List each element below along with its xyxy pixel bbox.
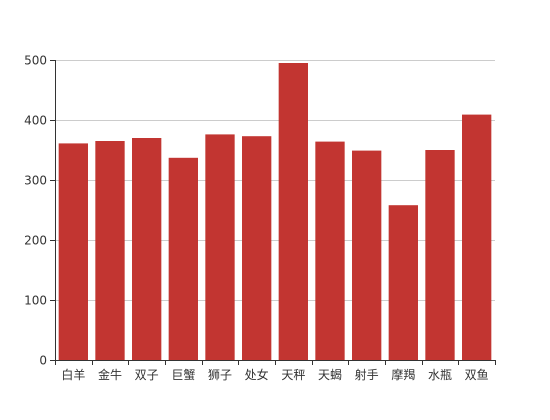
bar-1[interactable] (95, 141, 125, 360)
grid-lines (55, 60, 495, 301)
y-tick-label: 0 (39, 354, 47, 368)
bars (58, 63, 492, 360)
bar-3[interactable] (168, 157, 198, 360)
x-axis: 白羊 金牛 双子 巨蟹 狮子 处女 天秤 天蝎 射手 摩羯 水瓶 双鱼 (55, 360, 496, 382)
y-axis: 0 100 200 300 400 500 (24, 54, 56, 368)
x-tick-label: 摩羯 (391, 367, 415, 382)
y-tick-label: 300 (24, 174, 47, 188)
bar-0[interactable] (58, 143, 88, 360)
bar-2[interactable] (132, 138, 162, 360)
bar-8[interactable] (352, 150, 382, 360)
x-tick-label: 狮子 (208, 368, 232, 382)
y-tick-label: 400 (24, 114, 47, 128)
y-tick-label: 500 (24, 54, 47, 68)
bar-9[interactable] (388, 205, 418, 360)
x-tick-label: 巨蟹 (171, 367, 195, 382)
bar-10[interactable] (425, 150, 455, 360)
bar-11[interactable] (462, 114, 492, 360)
x-tick-label: 射手 (355, 367, 379, 382)
x-tick-label: 天秤 (281, 368, 305, 382)
y-tick-label: 200 (24, 234, 47, 248)
x-tick-label: 处女 (245, 367, 269, 382)
x-tick-label: 金牛 (98, 367, 122, 382)
x-tick-label: 双鱼 (465, 368, 489, 382)
bar-6[interactable] (278, 63, 308, 360)
bar-7[interactable] (315, 141, 345, 360)
bar-4[interactable] (205, 134, 235, 360)
x-tick-label: 白羊 (61, 367, 85, 382)
x-tick-label: 天蝎 (318, 368, 342, 382)
x-tick-label: 双子 (135, 368, 159, 382)
y-tick-label: 100 (24, 294, 47, 308)
x-tick-label: 水瓶 (428, 368, 452, 382)
bar-5[interactable] (242, 136, 272, 360)
